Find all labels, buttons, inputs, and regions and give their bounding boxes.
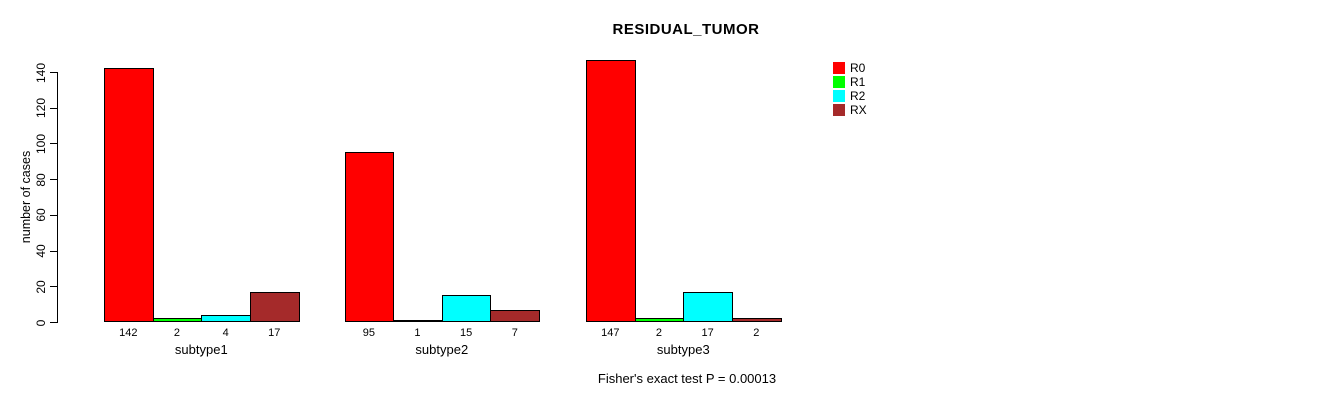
y-tick-label: 100: [34, 133, 48, 154]
bar-r1-subtype2: [393, 320, 443, 323]
legend-label: R1: [850, 75, 866, 89]
bar-value-label: 95: [362, 327, 375, 339]
legend-swatch-r1: [833, 76, 845, 88]
legend-label: RX: [850, 103, 867, 117]
y-tick-mark: [50, 72, 57, 73]
legend-label: R2: [850, 89, 866, 103]
bar-rx-subtype3: [731, 318, 782, 322]
y-tick-mark: [50, 179, 57, 181]
y-tick-label: 0: [34, 319, 48, 326]
y-tick-mark: [50, 214, 57, 216]
bar-value-label: 2: [753, 327, 760, 339]
bar-r2-subtype1: [201, 314, 251, 322]
y-tick-label: 80: [34, 172, 48, 187]
bar-r1-subtype3: [634, 318, 685, 322]
legend-item-r2: R2: [833, 90, 867, 102]
legend-item-r0: R0: [833, 62, 867, 74]
y-tick-mark: [50, 107, 57, 109]
legend-item-r1: R1: [833, 76, 867, 88]
bar-value-label: 2: [655, 327, 663, 339]
y-axis-label: number of cases: [19, 150, 33, 244]
bar-value-label: 2: [173, 327, 181, 339]
bar-value-label: 4: [222, 327, 229, 339]
bar-r1-subtype1: [152, 318, 203, 322]
footnote: Fisher's exact test P = 0.00013: [597, 371, 777, 386]
legend-item-rx: RX: [833, 104, 867, 116]
legend-swatch-rx: [833, 104, 845, 116]
bar-rx-subtype2: [490, 309, 541, 322]
legend-swatch-r0: [833, 62, 845, 74]
bar-r2-subtype3: [683, 291, 733, 322]
bar-value-label: 7: [511, 327, 518, 339]
y-tick-label: 20: [34, 280, 48, 294]
y-tick-label: 140: [34, 62, 48, 83]
bar-r0-subtype1: [104, 68, 154, 322]
bar-rx-subtype1: [249, 291, 300, 322]
bar-value-label: 147: [601, 327, 620, 339]
y-tick-label: 60: [34, 208, 48, 223]
y-axis-line: [57, 72, 58, 323]
y-tick-mark: [50, 143, 57, 145]
bar-r2-subtype2: [441, 295, 492, 322]
bar-value-label: 17: [701, 327, 714, 339]
bar-value-label: 17: [268, 327, 281, 339]
legend-label: R0: [850, 61, 866, 75]
legend: R0 R1 R2 RX: [833, 62, 867, 116]
x-axis-category-label: subtype1: [174, 342, 228, 357]
x-axis-category-label: subtype3: [656, 342, 710, 357]
y-tick-mark: [50, 322, 57, 323]
x-axis-category-label: subtype2: [415, 342, 469, 357]
bar-r0-subtype3: [586, 59, 636, 322]
bar-r0-subtype2: [344, 152, 395, 322]
legend-swatch-r2: [833, 90, 845, 102]
y-tick-label: 40: [34, 244, 48, 258]
y-tick-mark: [50, 250, 57, 252]
y-tick-label: 120: [34, 98, 48, 119]
bar-value-label: 15: [460, 327, 473, 339]
bar-value-label: 142: [119, 327, 138, 339]
bar-value-label: 1: [414, 327, 421, 339]
chart-title: RESIDUAL_TUMOR: [612, 21, 760, 38]
y-tick-mark: [50, 286, 57, 288]
